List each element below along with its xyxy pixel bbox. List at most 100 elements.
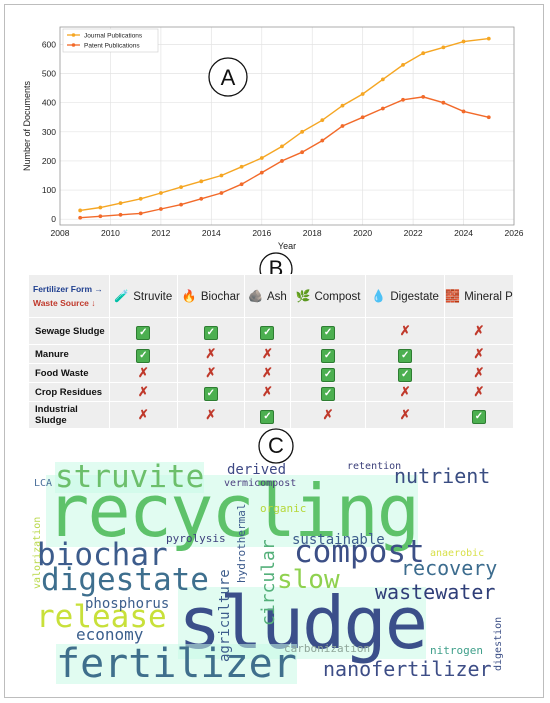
cross-icon: ✗ xyxy=(473,384,485,399)
x-tick-label: 2022 xyxy=(404,228,423,238)
fertilizer-source-matrix: Fertilizer Form → Waste Source ↓ 🧪 Struvi… xyxy=(28,274,514,429)
data-point-patent xyxy=(199,196,204,201)
matrix-cell: ✗ xyxy=(245,345,290,363)
word-nanofertilizer: nanofertilizer xyxy=(323,657,492,681)
data-point-journal xyxy=(401,62,405,67)
data-point-patent xyxy=(78,215,83,220)
y-axis-label: Number of Documents xyxy=(22,80,32,171)
x-tick-label: 2024 xyxy=(454,228,473,238)
col-label-compost: Compost xyxy=(314,291,361,303)
matrix-cell: ✗ xyxy=(366,383,444,401)
matrix-cell: ✓ xyxy=(245,318,290,344)
y-tick-label: 500 xyxy=(42,69,56,79)
word-lca: LCA xyxy=(34,478,53,489)
legend-label-journal: Journal Publications xyxy=(84,33,143,40)
data-point-journal xyxy=(441,45,446,50)
data-point-journal xyxy=(486,36,491,41)
matrix-cell: ✓ xyxy=(177,318,245,344)
table-row: Industrial Sludge ✗ ✗ ✓ ✗ ✗ ✓ xyxy=(29,402,513,428)
x-axis-ticks: 2008 2010 2012 2014 2016 2018 2020 2022 2024 2026 xyxy=(51,228,524,238)
check-icon: ✓ xyxy=(260,410,275,424)
matrix-cell: ✓ xyxy=(290,318,366,344)
matrix-cell: ✗ xyxy=(445,345,513,363)
matrix-cell: ✗ xyxy=(177,402,245,428)
data-point-patent xyxy=(98,214,103,219)
cross-icon: ✗ xyxy=(137,365,149,380)
matrix-cell: ✗ xyxy=(177,345,245,363)
cross-icon: ✗ xyxy=(399,384,411,399)
word-retention: retention xyxy=(347,461,402,472)
legend-label-patent: Patent Publications xyxy=(84,43,140,50)
row-label: Food Waste xyxy=(29,364,109,382)
y-tick-label: 400 xyxy=(42,98,56,108)
data-point-journal xyxy=(421,51,426,56)
data-point-patent xyxy=(486,115,491,120)
word-compost: compost xyxy=(294,534,425,570)
keyword-word-cloud: recycling sludge fertilizer struvite bio… xyxy=(28,457,514,687)
y-axis-ticks: 0 100 200 300 400 500 600 xyxy=(42,39,56,224)
plot-area-border xyxy=(59,26,515,226)
check-icon: ✓ xyxy=(203,387,218,401)
legend-marker-journal xyxy=(71,33,76,37)
check-icon: ✓ xyxy=(321,368,336,382)
cross-icon: ✗ xyxy=(322,407,334,422)
word-digestion: digestion xyxy=(493,616,504,671)
matrix-cell: ✗ xyxy=(110,364,177,382)
check-icon: ✓ xyxy=(321,326,336,340)
data-point-journal xyxy=(179,185,183,190)
data-point-patent xyxy=(219,191,224,195)
matrix-cell: ✓ xyxy=(290,345,366,363)
word-circular: circular xyxy=(258,539,279,626)
fire-icon: 🔥 xyxy=(181,289,197,303)
matrix-cell: ✓ xyxy=(290,364,366,382)
word-hydrothermal: hydrothermal xyxy=(235,503,248,583)
matrix-cell: ✓ xyxy=(445,402,513,428)
table-row: Manure ✓ ✗ ✗ ✓ ✓ ✗ xyxy=(29,345,513,363)
word-fertilizer: fertilizer xyxy=(56,641,297,687)
data-point-journal xyxy=(320,118,325,123)
data-point-journal xyxy=(280,144,284,149)
data-point-journal xyxy=(461,39,466,44)
word-agriculture: agriculture xyxy=(217,569,233,662)
matrix-cell: ✗ xyxy=(245,383,290,401)
waste-source-label: Waste Source ↓ xyxy=(33,298,96,308)
matrix-cell: ✓ xyxy=(245,402,290,428)
data-point-journal xyxy=(259,156,264,160)
data-point-patent xyxy=(138,211,143,216)
panel-letter-a: A xyxy=(221,65,236,90)
table-row: Sewage Sludge ✓ ✓ ✓ ✓ ✗ ✗ xyxy=(29,318,513,344)
data-point-journal xyxy=(118,201,123,206)
x-tick-label: 2018 xyxy=(303,228,322,238)
table-row: Food Waste ✗ ✗ ✗ ✓ ✓ ✗ xyxy=(29,364,513,382)
chart-legend: Journal Publications Patent Publications xyxy=(62,28,159,53)
word-organic: organic xyxy=(260,502,307,515)
data-point-patent xyxy=(158,207,163,211)
check-icon: ✓ xyxy=(321,349,336,363)
x-tick-label: 2020 xyxy=(353,228,372,238)
legend-marker-patent xyxy=(71,43,76,47)
word-sustainable: sustainable xyxy=(292,532,385,548)
data-point-patent xyxy=(280,159,284,163)
panel-label-a: A xyxy=(208,57,248,97)
word-slow: slow xyxy=(277,565,340,595)
col-label-mineral-p: Mineral P xyxy=(464,291,513,303)
word-economy: economy xyxy=(76,625,144,644)
brick-icon: 🧱 xyxy=(445,289,461,303)
data-point-patent xyxy=(360,115,365,120)
cross-icon: ✗ xyxy=(205,407,217,422)
matrix-cell: ✗ xyxy=(110,383,177,401)
y-tick-label: 100 xyxy=(42,185,56,195)
data-point-journal xyxy=(360,92,365,96)
matrix-cell: ✓ xyxy=(110,318,177,344)
panel-circle-a xyxy=(208,57,248,97)
matrix-cell: ✓ xyxy=(110,345,177,363)
row-label: Industrial Sludge xyxy=(29,402,109,428)
panel-label-c: C xyxy=(258,428,294,464)
data-point-patent xyxy=(421,94,426,99)
table-row: Crop Residues ✗ ✓ ✗ ✓ ✗ ✗ xyxy=(29,383,513,401)
col-header-ash: 🪨 Ash xyxy=(245,275,290,317)
word-wastewater: wastewater xyxy=(375,580,496,604)
publications-line-chart: 2008 2010 2012 2014 2016 2018 2020 2022 2024 2026… xyxy=(22,26,524,251)
x-axis-label: Year xyxy=(278,241,296,251)
check-icon: ✓ xyxy=(203,326,218,340)
